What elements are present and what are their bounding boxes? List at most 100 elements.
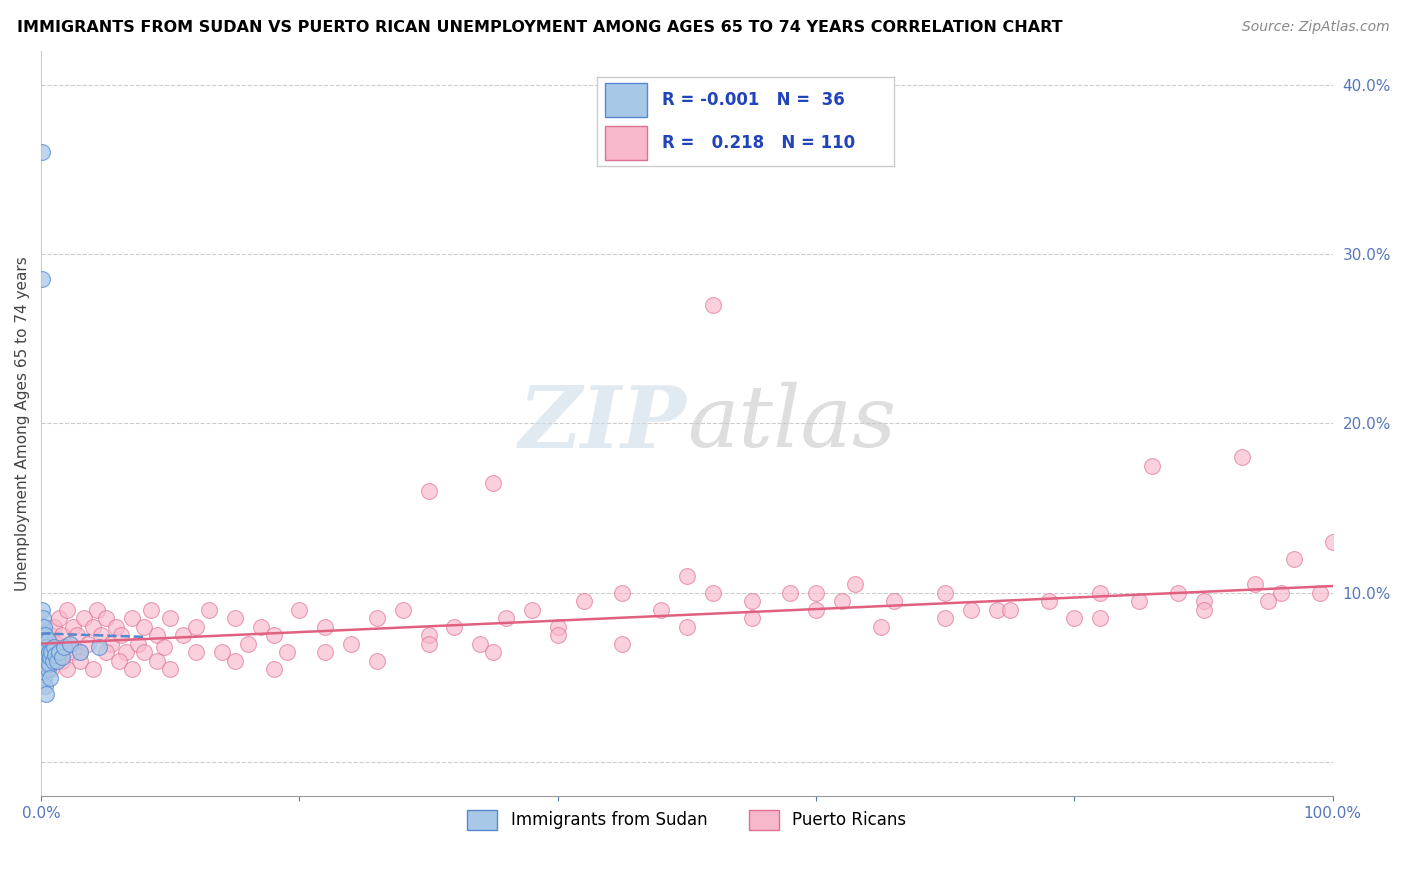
Point bbox=[32, 637, 55, 651]
Point bbox=[547, 628, 569, 642]
Point bbox=[94, 611, 117, 625]
Point bbox=[366, 611, 388, 625]
Point bbox=[702, 586, 724, 600]
Point bbox=[82, 620, 104, 634]
Point bbox=[31, 628, 53, 642]
Point bbox=[66, 628, 89, 642]
Text: atlas: atlas bbox=[688, 382, 896, 465]
Point bbox=[779, 586, 801, 600]
Point bbox=[32, 620, 55, 634]
Point bbox=[1282, 552, 1305, 566]
Point bbox=[110, 628, 132, 642]
Point bbox=[159, 662, 181, 676]
Point bbox=[56, 662, 79, 676]
Point bbox=[366, 654, 388, 668]
Point bbox=[418, 637, 440, 651]
Point bbox=[37, 633, 59, 648]
Point bbox=[34, 657, 56, 671]
Point bbox=[184, 620, 207, 634]
Point bbox=[146, 628, 169, 642]
Point bbox=[39, 671, 62, 685]
Point bbox=[159, 611, 181, 625]
Point bbox=[482, 475, 505, 490]
Text: ZIP: ZIP bbox=[519, 382, 688, 465]
Point bbox=[1038, 594, 1060, 608]
Point bbox=[58, 637, 80, 651]
Point bbox=[831, 594, 853, 608]
Point bbox=[676, 620, 699, 634]
Point bbox=[612, 586, 634, 600]
Point bbox=[482, 645, 505, 659]
Point bbox=[31, 272, 53, 286]
Point bbox=[572, 594, 595, 608]
Point bbox=[86, 603, 108, 617]
Point bbox=[45, 645, 67, 659]
Point bbox=[998, 603, 1021, 617]
Point bbox=[224, 654, 246, 668]
Point bbox=[153, 640, 176, 654]
Point bbox=[100, 637, 122, 651]
Point bbox=[495, 611, 517, 625]
Point bbox=[73, 611, 96, 625]
Point bbox=[82, 662, 104, 676]
Text: IMMIGRANTS FROM SUDAN VS PUERTO RICAN UNEMPLOYMENT AMONG AGES 65 TO 74 YEARS COR: IMMIGRANTS FROM SUDAN VS PUERTO RICAN UN… bbox=[17, 20, 1063, 35]
Point bbox=[418, 628, 440, 642]
Point bbox=[934, 586, 956, 600]
Point bbox=[249, 620, 271, 634]
Legend: Immigrants from Sudan, Puerto Ricans: Immigrants from Sudan, Puerto Ricans bbox=[461, 804, 912, 836]
Point bbox=[53, 645, 76, 659]
Point bbox=[35, 688, 58, 702]
Point bbox=[1063, 611, 1085, 625]
Point bbox=[51, 628, 73, 642]
Point bbox=[44, 648, 66, 663]
Point bbox=[48, 611, 70, 625]
Point bbox=[741, 594, 763, 608]
Point bbox=[650, 603, 672, 617]
Point bbox=[146, 654, 169, 668]
Point bbox=[1309, 586, 1331, 600]
Point bbox=[804, 603, 827, 617]
Point bbox=[314, 620, 336, 634]
Point bbox=[1322, 535, 1344, 549]
Point bbox=[184, 645, 207, 659]
Point bbox=[45, 637, 67, 651]
Point bbox=[31, 603, 53, 617]
Point bbox=[1257, 594, 1279, 608]
Point bbox=[883, 594, 905, 608]
Point bbox=[42, 620, 65, 634]
Point bbox=[1090, 586, 1112, 600]
Point bbox=[741, 611, 763, 625]
Point bbox=[236, 637, 259, 651]
Point bbox=[127, 637, 149, 651]
Point bbox=[960, 603, 983, 617]
Point bbox=[107, 654, 129, 668]
Point bbox=[934, 611, 956, 625]
Point bbox=[89, 640, 111, 654]
Point bbox=[69, 645, 91, 659]
Point bbox=[1167, 586, 1189, 600]
Point bbox=[702, 298, 724, 312]
Point bbox=[520, 603, 543, 617]
Point bbox=[391, 603, 413, 617]
Point bbox=[39, 650, 62, 665]
Point bbox=[676, 569, 699, 583]
Point bbox=[41, 628, 63, 642]
Point bbox=[89, 628, 111, 642]
Point bbox=[1140, 458, 1163, 473]
Point bbox=[37, 645, 59, 659]
Point bbox=[1244, 577, 1267, 591]
Point bbox=[34, 679, 56, 693]
Point bbox=[37, 662, 59, 676]
Point bbox=[62, 645, 84, 659]
Point bbox=[1270, 586, 1292, 600]
Point bbox=[1128, 594, 1150, 608]
Point bbox=[34, 645, 56, 659]
Point bbox=[224, 611, 246, 625]
Point bbox=[31, 145, 53, 160]
Point bbox=[56, 603, 79, 617]
Point bbox=[804, 586, 827, 600]
Point bbox=[48, 645, 70, 659]
Point bbox=[41, 645, 63, 659]
Point bbox=[45, 654, 67, 668]
Point bbox=[288, 603, 311, 617]
